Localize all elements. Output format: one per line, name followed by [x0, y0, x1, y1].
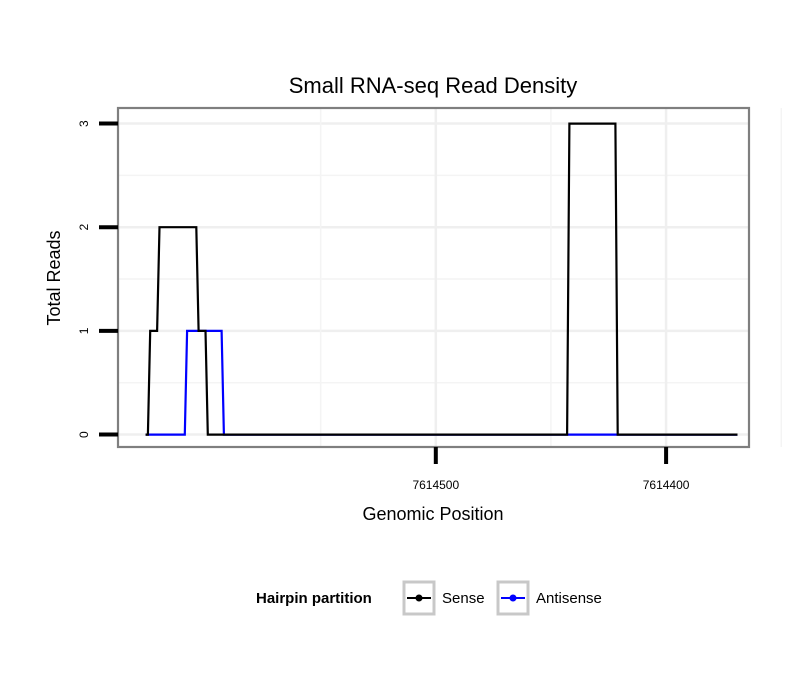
x-axis-title: Genomic Position [362, 504, 503, 524]
plot-area [116, 106, 782, 449]
legend: Hairpin partition Sense Antisense [256, 580, 602, 616]
y-tick-label: 3 [77, 120, 91, 127]
legend-title: Hairpin partition [256, 590, 372, 607]
legend-marker-antisense [509, 594, 517, 602]
legend-entries: Sense Antisense [402, 580, 602, 616]
y-axis-title: Total Reads [44, 230, 64, 325]
x-axis: 7614500 7614400 [412, 447, 690, 492]
chart-title: Small RNA-seq Read Density [289, 73, 578, 98]
series-line-sense [145, 122, 738, 436]
y-tick-label: 2 [77, 224, 91, 231]
legend-label-sense: Sense [442, 590, 485, 607]
x-tick-label: 7614500 [412, 478, 459, 492]
plot-background [118, 108, 749, 447]
y-axis: 0 1 2 3 [77, 120, 118, 438]
plot-border [116, 106, 751, 449]
series-layer [145, 122, 738, 436]
legend-label-antisense: Antisense [536, 590, 602, 607]
legend-marker-sense [415, 594, 423, 602]
y-tick-label: 1 [77, 327, 91, 334]
y-tick-label: 0 [77, 431, 91, 438]
x-tick-label: 7614400 [643, 478, 690, 492]
